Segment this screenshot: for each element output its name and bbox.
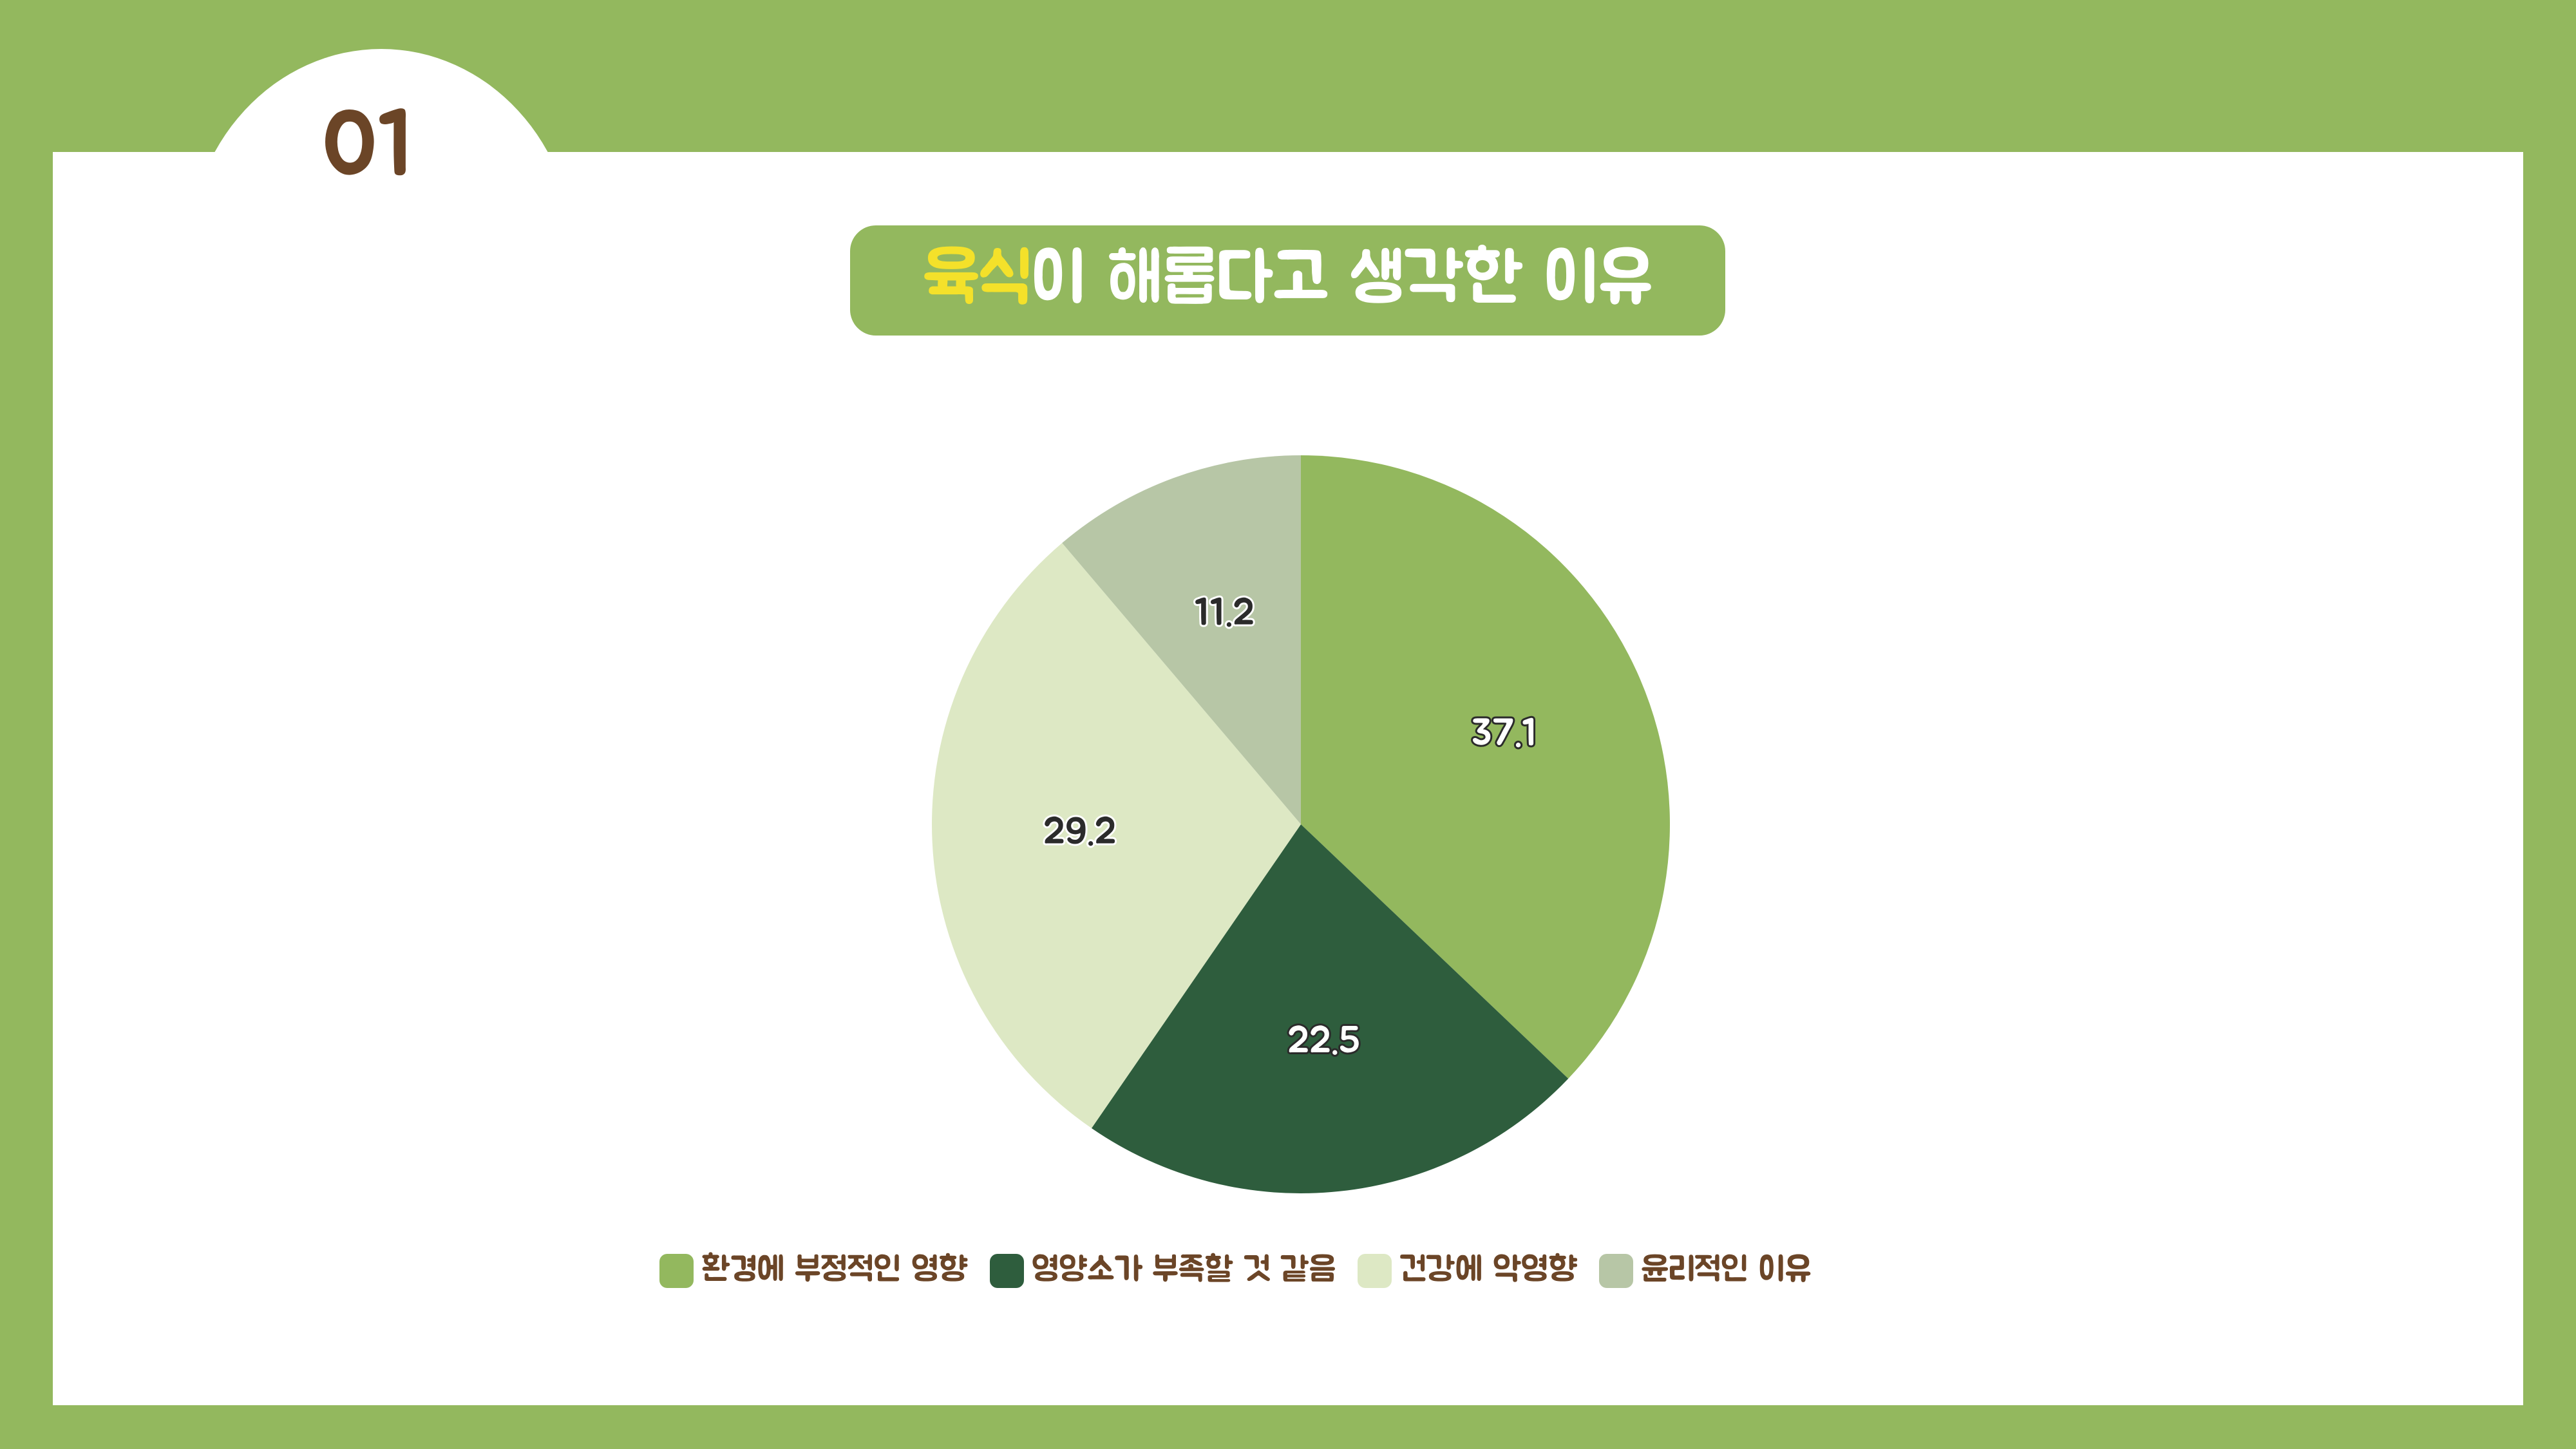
- svg-text:22.5: 22.5: [1287, 1023, 1360, 1060]
- svg-text:29.2: 29.2: [1043, 814, 1117, 851]
- svg-text:11.2: 11.2: [1195, 595, 1255, 632]
- svg-text:37.1: 37.1: [1472, 715, 1537, 753]
